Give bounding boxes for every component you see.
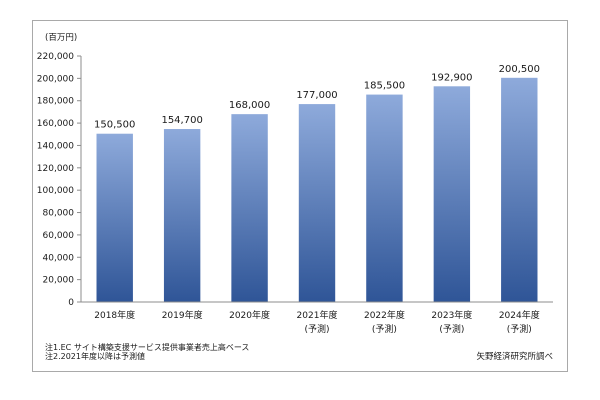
y-tick-label: 60,000: [43, 231, 75, 241]
bar-value-label: 177,000: [296, 90, 337, 101]
bar: [231, 114, 268, 303]
y-tick-label: 80,000: [43, 209, 75, 219]
bar-value-label: 168,000: [229, 100, 270, 111]
x-tick-label: 2022年度: [364, 309, 405, 321]
footnote-2: 注2.2021年度以降は予測値: [45, 352, 145, 361]
x-tick-label: 2018年度: [94, 309, 135, 321]
bar: [96, 133, 133, 302]
y-tick-label: 20,000: [43, 276, 75, 286]
bar: [298, 104, 336, 302]
bar-value-label: 150,500: [94, 120, 135, 131]
y-tick-label: 200,000: [37, 74, 74, 84]
y-tick-label: 220,000: [37, 52, 74, 62]
y-tick-label: 180,000: [37, 97, 74, 107]
x-tick-sublabel: (予測): [439, 323, 464, 335]
y-tick-label: 140,000: [37, 141, 74, 151]
bar: [163, 129, 201, 302]
x-tick-label: 2021年度: [297, 309, 338, 321]
bar-value-label: 185,500: [364, 81, 405, 92]
y-tick-label: 160,000: [37, 119, 74, 129]
x-tick-label: 2024年度: [499, 309, 540, 321]
y-axis-unit-label: (百万円): [45, 33, 78, 43]
footnote-1: 注1.EC サイト構築支援サービス提供事業者売上高ベース: [45, 343, 250, 352]
y-tick-label: 40,000: [43, 253, 75, 263]
y-axis: 0 20,000 40,000 60,000 80,000 100,000 120,000 1…: [37, 52, 82, 308]
y-tick-label: 0: [68, 298, 74, 308]
bar: [366, 94, 403, 302]
x-tick-sublabel: (予測): [304, 323, 329, 335]
y-tick-label: 120,000: [37, 164, 74, 174]
x-tick-label: 2023年度: [431, 309, 472, 321]
x-tick-sublabel: (予測): [372, 323, 397, 335]
chart-frame: (百万円) 0 20,000 40,000 60,000 80,000 100,000 12…: [32, 20, 568, 372]
x-tick-label: 2020年度: [229, 309, 270, 321]
x-axis: 2018年度 2019年度 2020年度 2021年度 (予測) 2022年度 (予測) 20…: [81, 301, 553, 335]
bar-chart: 0 20,000 40,000 60,000 80,000 100,000 120,000 1…: [37, 52, 553, 335]
bar-value-label: 154,700: [161, 115, 202, 126]
bar-value-label: 200,500: [499, 64, 540, 75]
bar: [433, 86, 471, 302]
bar-value-label: 192,900: [431, 72, 472, 83]
y-tick-label: 100,000: [37, 186, 74, 196]
bars: 150,500 154,700 168,000 177,000 185,500 192,9…: [94, 64, 540, 303]
bar: [501, 77, 538, 302]
x-tick-sublabel: (予測): [507, 323, 532, 335]
x-tick-label: 2019年度: [162, 309, 203, 321]
source-credit: 矢野経済研究所調べ: [476, 352, 553, 362]
